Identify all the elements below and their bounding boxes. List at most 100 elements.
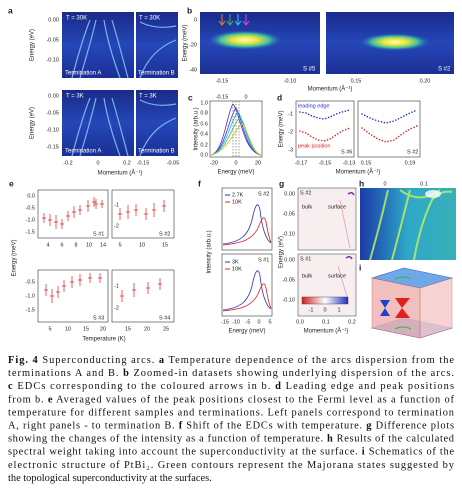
sample-label: S #1 xyxy=(300,256,311,262)
spectral-band xyxy=(369,189,453,261)
arpes-image xyxy=(62,12,134,78)
peak-position-points xyxy=(299,127,351,142)
y-tick-label: -0.10 xyxy=(46,127,59,133)
caption-text: Difference plots xyxy=(372,421,454,432)
surface-cone xyxy=(380,300,390,316)
caption-text: Shift of the EDCs with temperature. xyxy=(183,421,366,432)
region-label: surface xyxy=(328,204,346,210)
x-axis-label: Momentum (Å⁻¹) xyxy=(304,328,349,335)
series-label: peak position xyxy=(298,143,330,149)
y-tick-label: 0.00 xyxy=(284,257,295,263)
difference-feature xyxy=(337,199,351,301)
x-tick-label: 0 xyxy=(383,181,386,187)
y-axis-label: Intensity (arb.u.) xyxy=(194,107,200,150)
arrow xyxy=(242,14,250,26)
caption-text: spectral weight taking into account the … xyxy=(8,447,361,458)
panel-letter: f xyxy=(198,178,201,188)
plot-frame xyxy=(37,269,109,323)
caption-line: Fig. 4 Superconducting arcs. a Temperatu… xyxy=(8,355,454,366)
plot-frame xyxy=(221,253,273,317)
caption-text: Temperature dependence of the arcs dispe… xyxy=(165,355,454,366)
arrow xyxy=(218,14,226,26)
y-tick-label: -0.05 xyxy=(46,110,59,116)
x-tick-label: 5 xyxy=(268,319,271,325)
arpes-image xyxy=(136,90,178,156)
sample-label: S #1 xyxy=(258,257,269,263)
y-tick-label: -0.5 xyxy=(26,279,35,285)
caption-bold: d xyxy=(275,381,281,392)
bulk-volume xyxy=(419,277,453,339)
panel-label: T = 3K xyxy=(139,94,157,100)
plot-frame xyxy=(37,189,109,239)
intensity-blob xyxy=(359,33,431,51)
top-tick-label: -0.15 xyxy=(216,94,229,100)
band-dispersion xyxy=(71,19,177,79)
top-tick-label: 0 xyxy=(244,94,247,100)
sample-label: S #6 xyxy=(341,149,352,155)
plot-frame xyxy=(111,189,175,239)
series-label: leading edge xyxy=(298,103,330,109)
panel-letter: i xyxy=(359,262,361,272)
panel-label: Termination A xyxy=(65,71,101,77)
y-tick-label: -1 xyxy=(288,111,293,117)
plot-frame xyxy=(111,269,175,323)
peak-position-points xyxy=(361,125,418,143)
legend-entry: 10K xyxy=(232,199,242,205)
x-tick-label: 0.1 xyxy=(322,319,330,325)
caption-line: electronic structure of PtBi₂. Green con… xyxy=(8,460,455,471)
caption-text: the topological superconductivity at the… xyxy=(8,473,212,484)
x-tick-label: 10 xyxy=(65,326,71,332)
panel-letter: g xyxy=(279,178,284,188)
x-axis-label: Momentum (Å⁻¹) xyxy=(98,170,143,177)
panel-label: T = 30K xyxy=(66,16,87,22)
panel-letter: a xyxy=(8,5,13,15)
x-tick-label: 10 xyxy=(86,242,92,248)
caption-bold: Fig. 4 xyxy=(8,355,38,366)
majorana-contour xyxy=(394,276,412,330)
y-tick-label: -1.5 xyxy=(26,307,35,313)
edc-curve xyxy=(210,123,262,156)
y-tick-label: 0 xyxy=(194,17,197,23)
caption-bold: i xyxy=(362,447,365,458)
y-tick-label: -0.05 xyxy=(282,211,295,217)
x-tick-label: -0.17 xyxy=(295,160,308,166)
x-tick-label: 0.20 xyxy=(420,78,431,84)
x-tick-label: 0 xyxy=(96,160,99,166)
x-tick-label: 0.0 xyxy=(296,319,304,325)
caption-text: EDCs corresponding to the coloured arrow… xyxy=(14,381,274,392)
arrow xyxy=(226,14,234,26)
panel-letter: c xyxy=(188,92,193,102)
plot-frame xyxy=(295,100,355,158)
x-tick-label: 5 xyxy=(48,326,51,332)
y-tick-label: -2 xyxy=(288,129,293,135)
x-tick-label: 0.2 xyxy=(348,319,356,325)
band-dispersion xyxy=(71,97,177,157)
y-tick-label: -0.5 xyxy=(26,205,35,211)
y-tick-label: -1.0 xyxy=(26,293,35,299)
caption-line: showing the changes of the intensity as … xyxy=(8,434,455,445)
x-axis-label: Energy (meV) xyxy=(228,329,265,335)
edc-curve xyxy=(222,270,272,311)
caption-bold: a xyxy=(159,355,165,366)
edc-curve xyxy=(210,117,262,156)
caption-line: c EDCs corresponding to the coloured arr… xyxy=(8,381,454,392)
x-tick-label: 14 xyxy=(100,242,106,248)
y-tick-label: 0.4 xyxy=(200,131,208,137)
difference-feature xyxy=(345,191,355,260)
x-axis-label: Momentum (Å⁻¹) xyxy=(336,169,381,176)
caption-text: showing the changes of the intensity as … xyxy=(8,434,326,445)
y-tick-label: -2 xyxy=(114,223,119,229)
x-tick-label: 10 xyxy=(139,242,145,248)
panel-letter: b xyxy=(187,5,192,15)
leading-edge-points xyxy=(361,109,418,124)
x-tick-label: -0.15 xyxy=(137,160,150,166)
y-tick-label: 0.00 xyxy=(284,191,295,197)
caption-bold: h xyxy=(327,434,333,445)
colorbar-label: 1 xyxy=(337,307,340,313)
panel-label: T = 30K xyxy=(139,16,160,22)
x-tick-label: 5 xyxy=(118,242,121,248)
caption-line: spectral weight taking into account the … xyxy=(8,447,454,458)
x-tick-label: 20 xyxy=(100,326,106,332)
x-axis-label: Temperature (K) xyxy=(82,337,125,343)
caption-line: the topological superconductivity at the… xyxy=(8,473,212,484)
